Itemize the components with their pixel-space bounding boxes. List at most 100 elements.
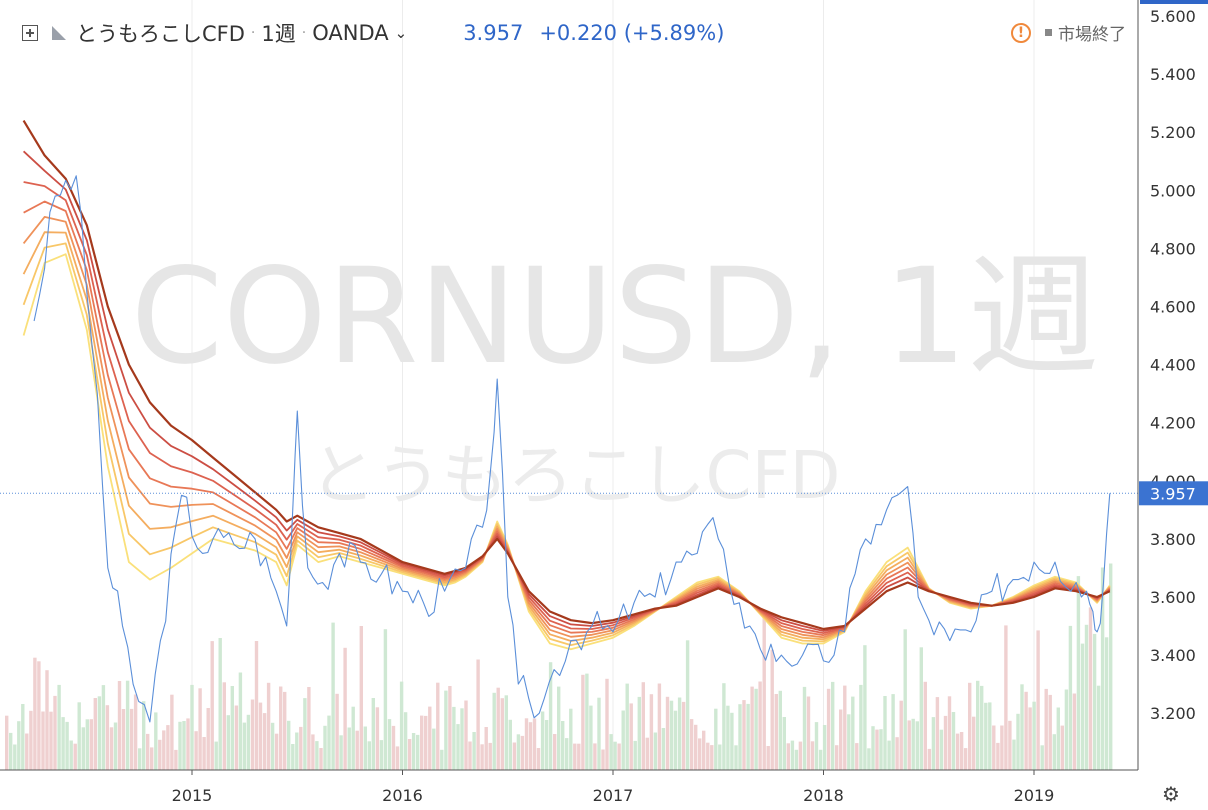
volume-bar bbox=[1092, 633, 1097, 770]
volume-bar bbox=[367, 741, 371, 770]
volume-bar bbox=[557, 686, 561, 770]
volume-bar bbox=[37, 661, 41, 770]
volume-bar bbox=[1004, 625, 1008, 770]
volume-bar bbox=[1040, 745, 1044, 770]
volume-bar bbox=[992, 725, 996, 770]
watermark-line-2: とうもろこしCFD bbox=[310, 437, 841, 514]
volume-bar bbox=[190, 684, 194, 770]
y-tick-label: 4.600 bbox=[1150, 298, 1196, 317]
volume-bar bbox=[327, 715, 331, 770]
volume-bar bbox=[383, 629, 388, 770]
volume-bar bbox=[794, 749, 799, 770]
volume-bar bbox=[649, 694, 654, 770]
volume-bar bbox=[915, 721, 919, 770]
volume-bar bbox=[879, 729, 883, 770]
volume-bar bbox=[93, 698, 97, 770]
volume-bar bbox=[258, 702, 263, 770]
plus-square-icon[interactable] bbox=[22, 25, 38, 41]
volume-bar bbox=[492, 692, 496, 770]
volume-bar bbox=[706, 742, 710, 770]
volume-bar bbox=[13, 744, 17, 770]
volume-bar bbox=[581, 674, 585, 770]
volume-bar bbox=[1100, 567, 1105, 770]
volume-bar bbox=[186, 718, 190, 770]
volume-bar bbox=[899, 700, 903, 770]
volume-bar bbox=[138, 748, 142, 770]
volume-bar bbox=[460, 708, 464, 770]
symbol-icon bbox=[52, 26, 66, 40]
volume-bar bbox=[230, 686, 234, 770]
volume-bar bbox=[963, 748, 968, 770]
volume-bar bbox=[565, 738, 569, 770]
volume-bar bbox=[29, 710, 33, 770]
gear-icon[interactable]: ⚙ bbox=[1162, 782, 1180, 806]
volume-bar bbox=[976, 680, 980, 770]
volume-bar bbox=[593, 743, 597, 770]
volume-bar bbox=[673, 710, 678, 770]
symbol-name[interactable]: とうもろこしCFD bbox=[76, 22, 245, 46]
volume-bar bbox=[968, 682, 972, 770]
volume-bar bbox=[754, 688, 758, 770]
volume-bar bbox=[790, 740, 795, 770]
volume-bar bbox=[919, 647, 923, 770]
axis-top-indicator bbox=[1140, 0, 1208, 4]
ema-ribbon-line bbox=[22, 120, 1111, 631]
price-line bbox=[33, 175, 1111, 723]
volume-bar bbox=[617, 743, 621, 770]
separator-dot: · bbox=[301, 25, 307, 41]
y-tick-label: 3.800 bbox=[1150, 530, 1196, 549]
volume-bar bbox=[504, 695, 508, 770]
volume-bar bbox=[802, 686, 807, 770]
volume-bar bbox=[822, 725, 827, 770]
interval-label[interactable]: 1週 bbox=[261, 22, 296, 46]
volume-bar bbox=[512, 742, 517, 770]
volume-bar bbox=[786, 743, 790, 770]
volume-bar bbox=[379, 740, 384, 770]
volume-bar bbox=[814, 722, 819, 770]
volume-bar bbox=[444, 690, 448, 770]
volume-bar bbox=[710, 745, 714, 770]
volume-bar bbox=[738, 704, 742, 770]
volume-bar bbox=[911, 718, 915, 770]
volume-bar bbox=[718, 744, 722, 770]
volume-bar bbox=[291, 744, 295, 770]
volume-bar bbox=[85, 719, 89, 770]
volume-bar bbox=[782, 717, 786, 770]
volume-bar bbox=[387, 719, 392, 770]
volume-bar bbox=[105, 705, 110, 770]
volume-bar bbox=[279, 686, 283, 770]
volume-bar bbox=[178, 721, 182, 770]
volume-bar bbox=[1109, 563, 1113, 770]
volume-bar bbox=[851, 696, 855, 770]
volume-bar bbox=[391, 725, 396, 770]
exchange-label[interactable]: OANDA bbox=[312, 21, 389, 45]
volume-bar bbox=[65, 721, 69, 770]
volume-bar bbox=[943, 715, 948, 770]
market-status: ! 市場終了 bbox=[1011, 20, 1126, 45]
volume-bar bbox=[826, 688, 831, 770]
volume-bar bbox=[798, 741, 803, 770]
volume-bar bbox=[335, 693, 339, 770]
volume-bar bbox=[601, 749, 605, 770]
volume-bar bbox=[553, 734, 557, 770]
volume-bar bbox=[331, 622, 335, 770]
volume-bar bbox=[762, 616, 766, 770]
volume-bar bbox=[955, 733, 960, 770]
volume-bar bbox=[1028, 707, 1032, 770]
volume-bar bbox=[927, 748, 932, 770]
volume-bar bbox=[274, 733, 279, 770]
x-tick-label: 2018 bbox=[803, 786, 844, 805]
volume-bar bbox=[142, 701, 146, 770]
volume-bar bbox=[770, 649, 774, 770]
volume-bar bbox=[303, 698, 307, 770]
volume-bar bbox=[867, 748, 871, 770]
chevron-down-icon[interactable]: ⌄ bbox=[394, 24, 408, 42]
volume-bar bbox=[182, 721, 186, 770]
volume-bar bbox=[1016, 713, 1020, 770]
volume-bar bbox=[951, 712, 956, 770]
volume-bar bbox=[1096, 685, 1101, 770]
price-change: +0.220 (+5.89%) bbox=[539, 21, 725, 45]
warning-icon[interactable]: ! bbox=[1011, 22, 1031, 43]
volume-bar bbox=[371, 698, 375, 770]
